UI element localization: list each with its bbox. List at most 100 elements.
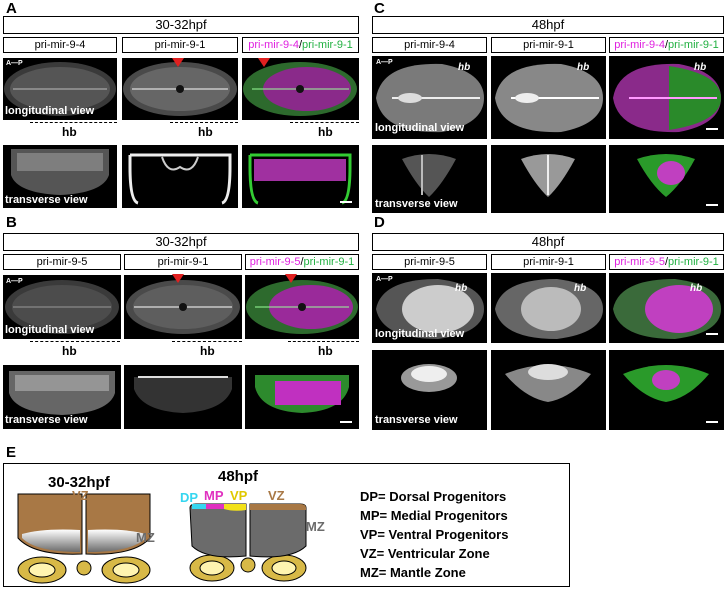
panel-b-long-1 xyxy=(3,275,121,339)
panel-a-hb-line-2 xyxy=(170,122,238,123)
panel-a-gene-2: pri-mir-9-1 xyxy=(122,37,238,53)
panel-b-arrowhead-1 xyxy=(172,274,184,283)
panel-c-hb-3: hb xyxy=(694,62,707,73)
panel-a-stage-header: 30-32hpf xyxy=(3,16,359,34)
panel-a-hb-line-3 xyxy=(290,122,359,123)
panel-c-hb-2: hb xyxy=(577,62,590,73)
merge-sep: / xyxy=(664,39,669,51)
panel-a-ap-label: A—P xyxy=(6,60,23,67)
merge-sep: / xyxy=(664,256,669,268)
panel-a-long-1 xyxy=(3,58,117,120)
legend-item-vz: VZ= Ventricular Zone xyxy=(360,546,490,561)
merge-magenta: pri-mir-9-5 xyxy=(614,256,665,268)
merge-magenta: pri-mir-9-5 xyxy=(249,256,301,268)
legend-item-mz: MZ= Mantle Zone xyxy=(360,565,466,580)
panel-c-trans-1 xyxy=(372,145,487,213)
panel-b-hb-3: hb xyxy=(318,344,333,358)
panel-e-right-vz: VZ xyxy=(268,488,285,503)
panel-c-scale-bar-2 xyxy=(706,204,718,206)
panel-b-transverse-label: transverse view xyxy=(5,414,88,426)
panel-b-hb-line-2 xyxy=(172,341,242,342)
panel-b-trans-1 xyxy=(3,365,121,429)
panel-e-right-diagram xyxy=(186,500,310,584)
panel-a-arrowhead-1 xyxy=(172,58,184,67)
panel-a-long-merge xyxy=(242,58,359,120)
panel-e-dp: DP xyxy=(180,490,199,505)
panel-a-trans-1 xyxy=(3,145,117,208)
panel-c-gene-1: pri-mir-9-4 xyxy=(372,37,487,53)
panel-e-left-stage: 30-32hpf xyxy=(48,474,110,491)
panel-d-longitudinal-label: longitudinal view xyxy=(375,328,465,340)
panel-d-merge-label: pri-mir-9-5/pri-mir-9-1 xyxy=(609,254,724,270)
panel-a-arrowhead-2 xyxy=(258,58,270,67)
panel-c-scale-bar-1 xyxy=(706,128,718,130)
panel-a-letter: A xyxy=(6,0,17,17)
panel-b-ap-label: A—P xyxy=(6,278,23,285)
panel-c-stage-header: 48hpf xyxy=(372,16,724,34)
panel-d-trans-2 xyxy=(491,350,606,430)
panel-b-long-merge xyxy=(245,275,359,339)
panel-e-left-diagram xyxy=(14,490,154,584)
panel-a-longitudinal-label: longitudinal view xyxy=(5,105,95,117)
panel-a-merge-label: pri-mir-9-4/pri-mir-9-1 xyxy=(242,37,359,53)
panel-e-right-mz: MZ xyxy=(306,519,325,534)
panel-a-transverse-label: transverse view xyxy=(5,194,88,206)
panel-c-trans-merge xyxy=(609,145,724,213)
panel-c-long-2 xyxy=(491,56,606,139)
panel-b-gene-1: pri-mir-9-5 xyxy=(3,254,121,270)
panel-c-longitudinal-label: longitudinal view xyxy=(375,122,465,134)
panel-b-letter: B xyxy=(6,214,17,231)
panel-e-left-mz: MZ xyxy=(136,530,155,545)
panel-a-long-2 xyxy=(122,58,238,120)
merge-green: pri-mir-9-1 xyxy=(303,256,355,268)
panel-b-longitudinal-label: longitudinal view xyxy=(5,324,95,336)
merge-green: pri-mir-9-1 xyxy=(668,256,719,268)
panel-c-gene-2: pri-mir-9-1 xyxy=(491,37,606,53)
panel-e-box xyxy=(3,463,570,587)
panel-b-scale-bar xyxy=(340,421,352,423)
panel-d-long-2 xyxy=(491,273,606,343)
panel-b-arrowhead-2 xyxy=(285,274,297,283)
panel-a-scale-bar xyxy=(340,201,352,203)
merge-green: pri-mir-9-1 xyxy=(668,39,719,51)
panel-d-hb-1: hb xyxy=(455,283,468,294)
panel-d-scale-bar-2 xyxy=(706,421,718,423)
panel-e-letter: E xyxy=(6,444,17,461)
panel-c-ap-label: A—P xyxy=(376,59,393,66)
panel-d-stage-header: 48hpf xyxy=(372,233,724,251)
merge-sep: / xyxy=(298,39,303,51)
panel-a-hb-2: hb xyxy=(198,125,213,139)
panel-c-long-merge xyxy=(609,56,724,139)
panel-c-trans-2 xyxy=(491,145,606,213)
panel-a-hb-line-1 xyxy=(30,122,117,123)
panel-e-vp: VP xyxy=(230,488,248,503)
panel-e-mp: MP xyxy=(204,488,224,503)
panel-d-trans-1 xyxy=(372,350,487,430)
panel-b-merge-label: pri-mir-9-5/pri-mir-9-1 xyxy=(245,254,359,270)
merge-magenta: pri-mir-9-4 xyxy=(248,39,299,51)
panel-b-hb-line-3 xyxy=(288,341,359,342)
panel-b-hb-line-1 xyxy=(30,341,120,342)
panel-a-gene-1: pri-mir-9-4 xyxy=(3,37,117,53)
panel-d-ap-label: A—P xyxy=(376,276,393,283)
panel-b-hb-1: hb xyxy=(62,344,77,358)
panel-b-trans-merge xyxy=(245,365,359,429)
legend-item-dp: DP= Dorsal Progenitors xyxy=(360,489,507,504)
panel-b-gene-2: pri-mir-9-1 xyxy=(124,254,242,270)
panel-b-stage-header: 30-32hpf xyxy=(3,233,359,251)
merge-magenta: pri-mir-9-4 xyxy=(614,39,665,51)
panel-d-long-1 xyxy=(372,273,487,343)
panel-c-hb-1: hb xyxy=(458,62,471,73)
panel-e-right-stage: 48hpf xyxy=(218,468,259,485)
panel-c-merge-label: pri-mir-9-4/pri-mir-9-1 xyxy=(609,37,724,53)
panel-e-left-vz: VZ xyxy=(72,488,89,503)
panel-d-gene-2: pri-mir-9-1 xyxy=(491,254,606,270)
legend-item-mp: MP= Medial Progenitors xyxy=(360,508,508,523)
panel-a-hb-1: hb xyxy=(62,125,77,139)
panel-a-trans-merge xyxy=(242,145,359,208)
merge-green: pri-mir-9-1 xyxy=(302,39,353,51)
panel-a-hb-3: hb xyxy=(318,125,333,139)
legend-item-vp: VP= Ventral Progenitors xyxy=(360,527,509,542)
panel-b-long-2 xyxy=(124,275,242,339)
panel-d-long-merge xyxy=(609,273,724,343)
